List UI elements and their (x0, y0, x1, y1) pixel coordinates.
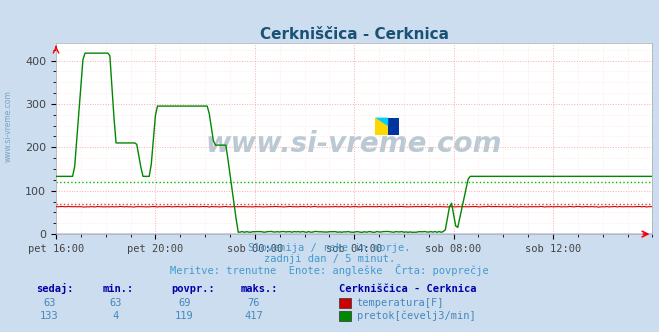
Title: Cerkniščica - Cerknica: Cerkniščica - Cerknica (260, 27, 449, 42)
Text: www.si-vreme.com: www.si-vreme.com (3, 90, 13, 162)
Text: maks.:: maks.: (241, 284, 278, 294)
Polygon shape (375, 118, 388, 126)
Bar (375, 118, 388, 135)
Text: sedaj:: sedaj: (36, 283, 74, 294)
Text: 69: 69 (179, 298, 190, 308)
Text: 119: 119 (175, 311, 194, 321)
Text: 4: 4 (112, 311, 119, 321)
Text: temperatura[F]: temperatura[F] (357, 298, 444, 308)
Text: www.si-vreme.com: www.si-vreme.com (206, 130, 502, 158)
Text: Cerkniščica - Cerknica: Cerkniščica - Cerknica (339, 284, 477, 294)
Text: 417: 417 (244, 311, 263, 321)
Text: min.:: min.: (102, 284, 133, 294)
Text: 76: 76 (248, 298, 260, 308)
Text: 133: 133 (40, 311, 59, 321)
Text: 63: 63 (109, 298, 121, 308)
Text: zadnji dan / 5 minut.: zadnji dan / 5 minut. (264, 254, 395, 264)
Text: pretok[čevelj3/min]: pretok[čevelj3/min] (357, 311, 475, 321)
Text: povpr.:: povpr.: (171, 284, 215, 294)
Bar (388, 118, 399, 135)
Text: Meritve: trenutne  Enote: angleške  Črta: povprečje: Meritve: trenutne Enote: angleške Črta: … (170, 264, 489, 276)
Text: Slovenija / reke in morje.: Slovenija / reke in morje. (248, 243, 411, 253)
Text: 63: 63 (43, 298, 55, 308)
